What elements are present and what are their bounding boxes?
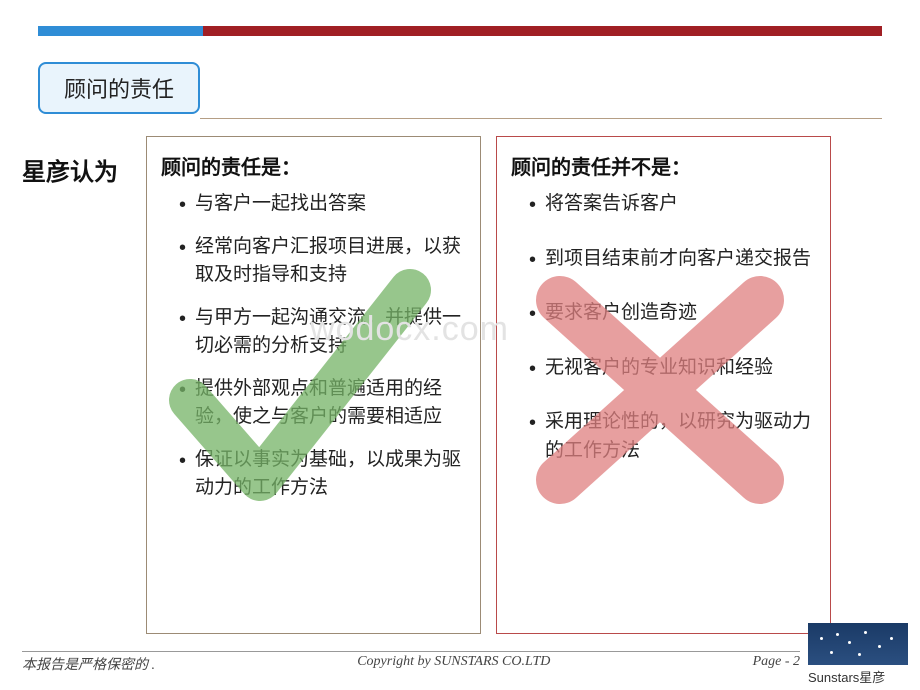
list-item: 与客户一起找出答案 [179, 190, 468, 219]
footer-right: Page - 2 [753, 654, 800, 674]
footer-left: 本报告是严格保密的 . [22, 654, 155, 674]
list-item: 无视客户的专业知识和经验 [529, 354, 818, 383]
list-item: 与甲方一起沟通交流，并提供一切必需的分析支持 [179, 304, 468, 361]
side-heading: 星彦认为 [22, 152, 118, 187]
top-bar [38, 26, 882, 36]
left-list: 与客户一起找出答案 经常向客户汇报项目进展，以获取及时指导和支持 与甲方一起沟通… [161, 190, 468, 503]
list-item: 提供外部观点和普遍适用的经验，使之与客户的需要相适应 [179, 375, 468, 432]
logo-text: Sunstars星彦 [808, 667, 908, 686]
list-item: 将答案告诉客户 [529, 190, 818, 219]
list-item: 采用理论性的，以研究为驱动力的工作方法 [529, 408, 818, 465]
list-item: 到项目结束前才向客户递交报告 [529, 245, 818, 274]
list-item: 要求客户创造奇迹 [529, 299, 818, 328]
bar-blue [38, 26, 203, 36]
right-column-title: 顾问的责任并不是： [511, 151, 818, 180]
left-column-title: 顾问的责任是： [161, 151, 468, 180]
footer: 本报告是严格保密的 . Copyright by SUNSTARS CO.LTD… [22, 654, 800, 674]
footer-center: Copyright by SUNSTARS CO.LTD [357, 654, 550, 674]
section-tag: 顾问的责任 [38, 62, 200, 114]
list-item: 经常向客户汇报项目进展，以获取及时指导和支持 [179, 233, 468, 290]
divider [200, 118, 882, 119]
list-item: 保证以事实为基础，以成果为驱动力的工作方法 [179, 446, 468, 503]
slide: 顾问的责任 星彦认为 顾问的责任是： 与客户一起找出答案 经常向客户汇报项目进展… [0, 0, 920, 690]
bar-red [203, 26, 882, 36]
logo: Sunstars星彦 [808, 623, 908, 686]
footer-divider [22, 651, 800, 652]
left-column: 顾问的责任是： 与客户一起找出答案 经常向客户汇报项目进展，以获取及时指导和支持… [146, 136, 481, 634]
right-column: 顾问的责任并不是： 将答案告诉客户 到项目结束前才向客户递交报告 要求客户创造奇… [496, 136, 831, 634]
right-list: 将答案告诉客户 到项目结束前才向客户递交报告 要求客户创造奇迹 无视客户的专业知… [511, 190, 818, 465]
logo-box [808, 623, 908, 665]
